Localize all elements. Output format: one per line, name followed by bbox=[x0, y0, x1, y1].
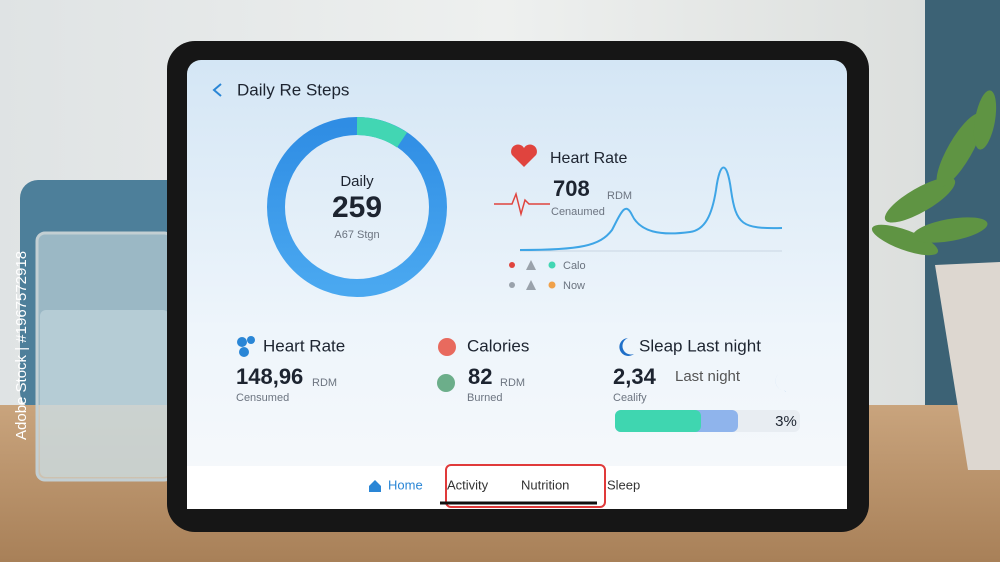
progress-primary bbox=[615, 410, 701, 432]
card-value: 2,34 bbox=[613, 364, 657, 389]
card-caption: Censumed bbox=[236, 392, 289, 404]
screen bbox=[187, 60, 847, 509]
card-title: Calories bbox=[467, 336, 529, 355]
nav-tab[interactable]: Activity bbox=[447, 477, 489, 492]
home-icon bbox=[369, 480, 381, 492]
card-caption: Cealify bbox=[613, 392, 647, 404]
heart-rate-icon bbox=[237, 336, 255, 357]
apple-icon bbox=[437, 374, 455, 392]
nav-tab[interactable]: Nutrition bbox=[521, 477, 569, 492]
back-button[interactable] bbox=[212, 83, 222, 97]
plant-pot bbox=[935, 262, 1000, 470]
legend-dot bbox=[548, 281, 556, 289]
ecg-line bbox=[494, 191, 550, 217]
watermark: Adobe Stock | #1967572918 bbox=[13, 251, 30, 440]
steps-ring-segment bbox=[356, 117, 408, 148]
heart-panel-title: Heart Rate bbox=[550, 150, 627, 167]
progress-label: 3% bbox=[775, 413, 797, 430]
card-title: Heart Rate bbox=[263, 336, 345, 355]
legend-item: Now bbox=[563, 280, 585, 292]
card-value: 148,96 bbox=[236, 364, 303, 389]
apple-icon bbox=[438, 338, 456, 356]
card-unit: RDM bbox=[312, 377, 337, 389]
card-unit: RDM bbox=[500, 377, 525, 389]
water bbox=[40, 310, 169, 477]
heart-chart-line bbox=[519, 166, 783, 251]
heart-panel-caption: Cenaumed bbox=[551, 206, 605, 218]
heart-icon bbox=[511, 144, 537, 167]
card-title: Sleap Last night bbox=[639, 336, 761, 355]
tab-highlight bbox=[445, 464, 606, 508]
ring-caption: A67 Stgn bbox=[334, 229, 379, 241]
header-title: Daily Re Steps bbox=[237, 80, 349, 99]
nav-tab[interactable]: Home bbox=[388, 477, 423, 492]
heart-panel-unit: RDM bbox=[607, 190, 632, 202]
ring-label: Daily bbox=[340, 173, 374, 190]
legend-icon bbox=[526, 260, 536, 270]
card-caption: Burned bbox=[467, 392, 502, 404]
nav-tab[interactable]: Sleep bbox=[607, 477, 640, 492]
heart-panel-value: 708 bbox=[553, 176, 590, 201]
legend-dot bbox=[509, 262, 515, 268]
legend-icon bbox=[526, 280, 536, 290]
legend-dot bbox=[548, 261, 556, 269]
legend-item: Calo bbox=[563, 260, 586, 272]
moon-icon bbox=[619, 338, 634, 356]
plant-leaves bbox=[871, 90, 997, 256]
legend-dot bbox=[509, 282, 515, 288]
card-unit: Last night bbox=[675, 368, 741, 385]
card-value: 82 bbox=[468, 364, 492, 389]
ring-value: 259 bbox=[332, 191, 382, 224]
